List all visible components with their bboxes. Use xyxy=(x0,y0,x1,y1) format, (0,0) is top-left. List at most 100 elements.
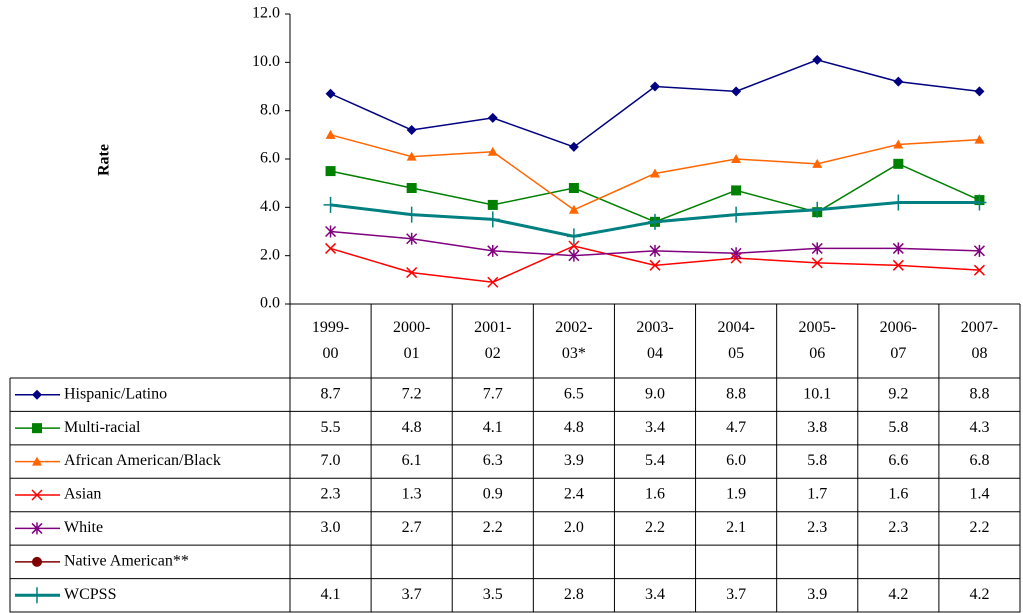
table-value: 1.7 xyxy=(807,486,827,503)
data-point xyxy=(406,267,418,279)
table-value: 8.7 xyxy=(321,385,341,402)
data-point xyxy=(568,141,579,152)
data-point xyxy=(892,259,904,271)
table-value: 1.9 xyxy=(726,486,746,503)
data-point xyxy=(325,88,336,99)
x-tick-label: 2000-01 xyxy=(393,319,430,362)
table-value: 6.3 xyxy=(483,452,503,469)
data-point xyxy=(648,213,662,230)
data-point xyxy=(406,232,418,245)
table-value: 4.2 xyxy=(888,586,908,603)
y-tick-label: 12.0 xyxy=(252,5,280,22)
table-value: 8.8 xyxy=(726,385,746,402)
data-point xyxy=(566,228,581,245)
legend-label: White xyxy=(64,519,103,536)
table-value: 2.4 xyxy=(564,486,584,503)
table-value: 4.2 xyxy=(969,586,989,603)
x-tick-label: 1999-00 xyxy=(312,319,349,362)
table-value: 4.7 xyxy=(726,419,746,436)
data-point xyxy=(325,129,336,139)
table-value: 2.3 xyxy=(807,519,827,536)
data-point xyxy=(731,154,742,163)
legend-label: Hispanic/Latino xyxy=(64,385,167,402)
data-point xyxy=(649,244,661,257)
data-point xyxy=(650,168,660,178)
table-value: 2.2 xyxy=(645,519,665,536)
legend-marker xyxy=(32,556,42,567)
y-tick-label: 2.0 xyxy=(260,246,280,263)
data-point xyxy=(812,54,823,65)
table-value: 4.1 xyxy=(321,586,341,603)
y-tick-label: 6.0 xyxy=(260,150,280,167)
data-point xyxy=(487,199,498,210)
data-point xyxy=(731,86,742,97)
data-point xyxy=(325,242,337,254)
data-point xyxy=(485,211,500,228)
legend-marker xyxy=(31,522,43,535)
y-tick-label: 0.0 xyxy=(260,295,280,312)
table-value: 5.8 xyxy=(888,419,908,436)
table-value: 3.9 xyxy=(564,452,584,469)
table-value: 8.8 xyxy=(969,385,989,402)
data-point xyxy=(325,225,337,238)
data-point xyxy=(893,158,904,169)
legend-label: African American/Black xyxy=(64,452,221,469)
table-value: 0.9 xyxy=(483,486,503,503)
table-value: 2.7 xyxy=(402,519,422,536)
data-point xyxy=(974,86,985,97)
x-tick-label: 2005-06 xyxy=(799,319,836,362)
table-value: 3.4 xyxy=(645,419,665,436)
table-value: 4.8 xyxy=(402,419,422,436)
x-tick-label: 2004-05 xyxy=(717,319,754,362)
table-value: 1.6 xyxy=(888,486,908,503)
table-value: 3.0 xyxy=(321,519,341,536)
table-value: 2.1 xyxy=(726,519,746,536)
data-point xyxy=(568,249,580,262)
data-point xyxy=(729,206,744,223)
table-value: 1.4 xyxy=(969,486,989,503)
data-point xyxy=(650,81,660,92)
data-point xyxy=(568,240,580,252)
x-tick-label: 2006-07 xyxy=(880,319,917,362)
legend-label: Multi-racial xyxy=(64,419,141,436)
table-value: 3.4 xyxy=(645,586,665,603)
data-point xyxy=(406,151,417,161)
table-value: 7.7 xyxy=(483,385,503,402)
table-value: 2.0 xyxy=(564,519,584,536)
x-tick-label: 2003-04 xyxy=(636,319,673,362)
table-value: 2.3 xyxy=(888,519,908,536)
legend-label: Asian xyxy=(64,486,101,503)
data-point xyxy=(487,276,499,288)
data-point xyxy=(892,242,904,255)
x-tick-label: 2007-08 xyxy=(961,319,998,362)
table-value: 4.3 xyxy=(969,419,989,436)
legend-marker xyxy=(32,423,42,434)
x-tick-label: 2002-03* xyxy=(555,319,592,362)
data-point xyxy=(323,196,338,213)
data-point xyxy=(973,244,985,257)
y-tick-label: 8.0 xyxy=(260,101,280,118)
data-point xyxy=(973,264,985,276)
table-value: 2.3 xyxy=(321,486,341,503)
legend-label: Native American** xyxy=(64,553,189,570)
data-point xyxy=(974,134,985,144)
legend-marker xyxy=(32,389,42,400)
data-point xyxy=(404,206,419,223)
table-value: 6.0 xyxy=(726,452,746,469)
legend-marker xyxy=(30,587,44,604)
table-value: 9.0 xyxy=(645,385,665,402)
y-tick-label: 10.0 xyxy=(252,53,280,70)
data-point xyxy=(325,166,336,177)
table-value: 4.1 xyxy=(483,419,503,436)
table-value: 6.8 xyxy=(969,452,989,469)
data-point xyxy=(406,183,417,193)
table-value: 5.4 xyxy=(645,452,665,469)
table-value: 3.5 xyxy=(483,586,503,603)
x-tick-label: 2001-02 xyxy=(474,319,511,362)
table-value: 9.2 xyxy=(888,385,908,402)
table-value: 3.7 xyxy=(726,586,746,603)
table-value: 2.8 xyxy=(564,586,584,603)
table-value: 1.3 xyxy=(402,486,422,503)
table-value: 6.6 xyxy=(888,452,908,469)
